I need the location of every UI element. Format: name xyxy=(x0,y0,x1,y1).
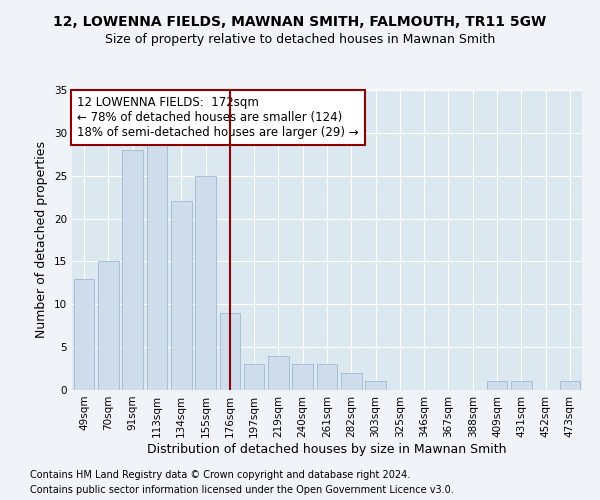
Bar xyxy=(487,382,508,390)
Bar xyxy=(317,364,337,390)
Bar xyxy=(98,262,119,390)
Bar xyxy=(220,313,240,390)
Bar xyxy=(511,382,532,390)
Bar xyxy=(122,150,143,390)
Text: 12 LOWENNA FIELDS:  172sqm
← 78% of detached houses are smaller (124)
18% of sem: 12 LOWENNA FIELDS: 172sqm ← 78% of detac… xyxy=(77,96,359,139)
Text: Size of property relative to detached houses in Mawnan Smith: Size of property relative to detached ho… xyxy=(105,32,495,46)
Bar xyxy=(365,382,386,390)
Bar xyxy=(195,176,216,390)
Bar xyxy=(268,356,289,390)
X-axis label: Distribution of detached houses by size in Mawnan Smith: Distribution of detached houses by size … xyxy=(147,442,507,456)
Text: Contains HM Land Registry data © Crown copyright and database right 2024.: Contains HM Land Registry data © Crown c… xyxy=(30,470,410,480)
Text: 12, LOWENNA FIELDS, MAWNAN SMITH, FALMOUTH, TR11 5GW: 12, LOWENNA FIELDS, MAWNAN SMITH, FALMOU… xyxy=(53,15,547,29)
Bar xyxy=(292,364,313,390)
Bar xyxy=(171,202,191,390)
Text: Contains public sector information licensed under the Open Government Licence v3: Contains public sector information licen… xyxy=(30,485,454,495)
Bar xyxy=(560,382,580,390)
Bar xyxy=(244,364,265,390)
Bar xyxy=(74,278,94,390)
Bar xyxy=(146,142,167,390)
Y-axis label: Number of detached properties: Number of detached properties xyxy=(35,142,49,338)
Bar xyxy=(341,373,362,390)
